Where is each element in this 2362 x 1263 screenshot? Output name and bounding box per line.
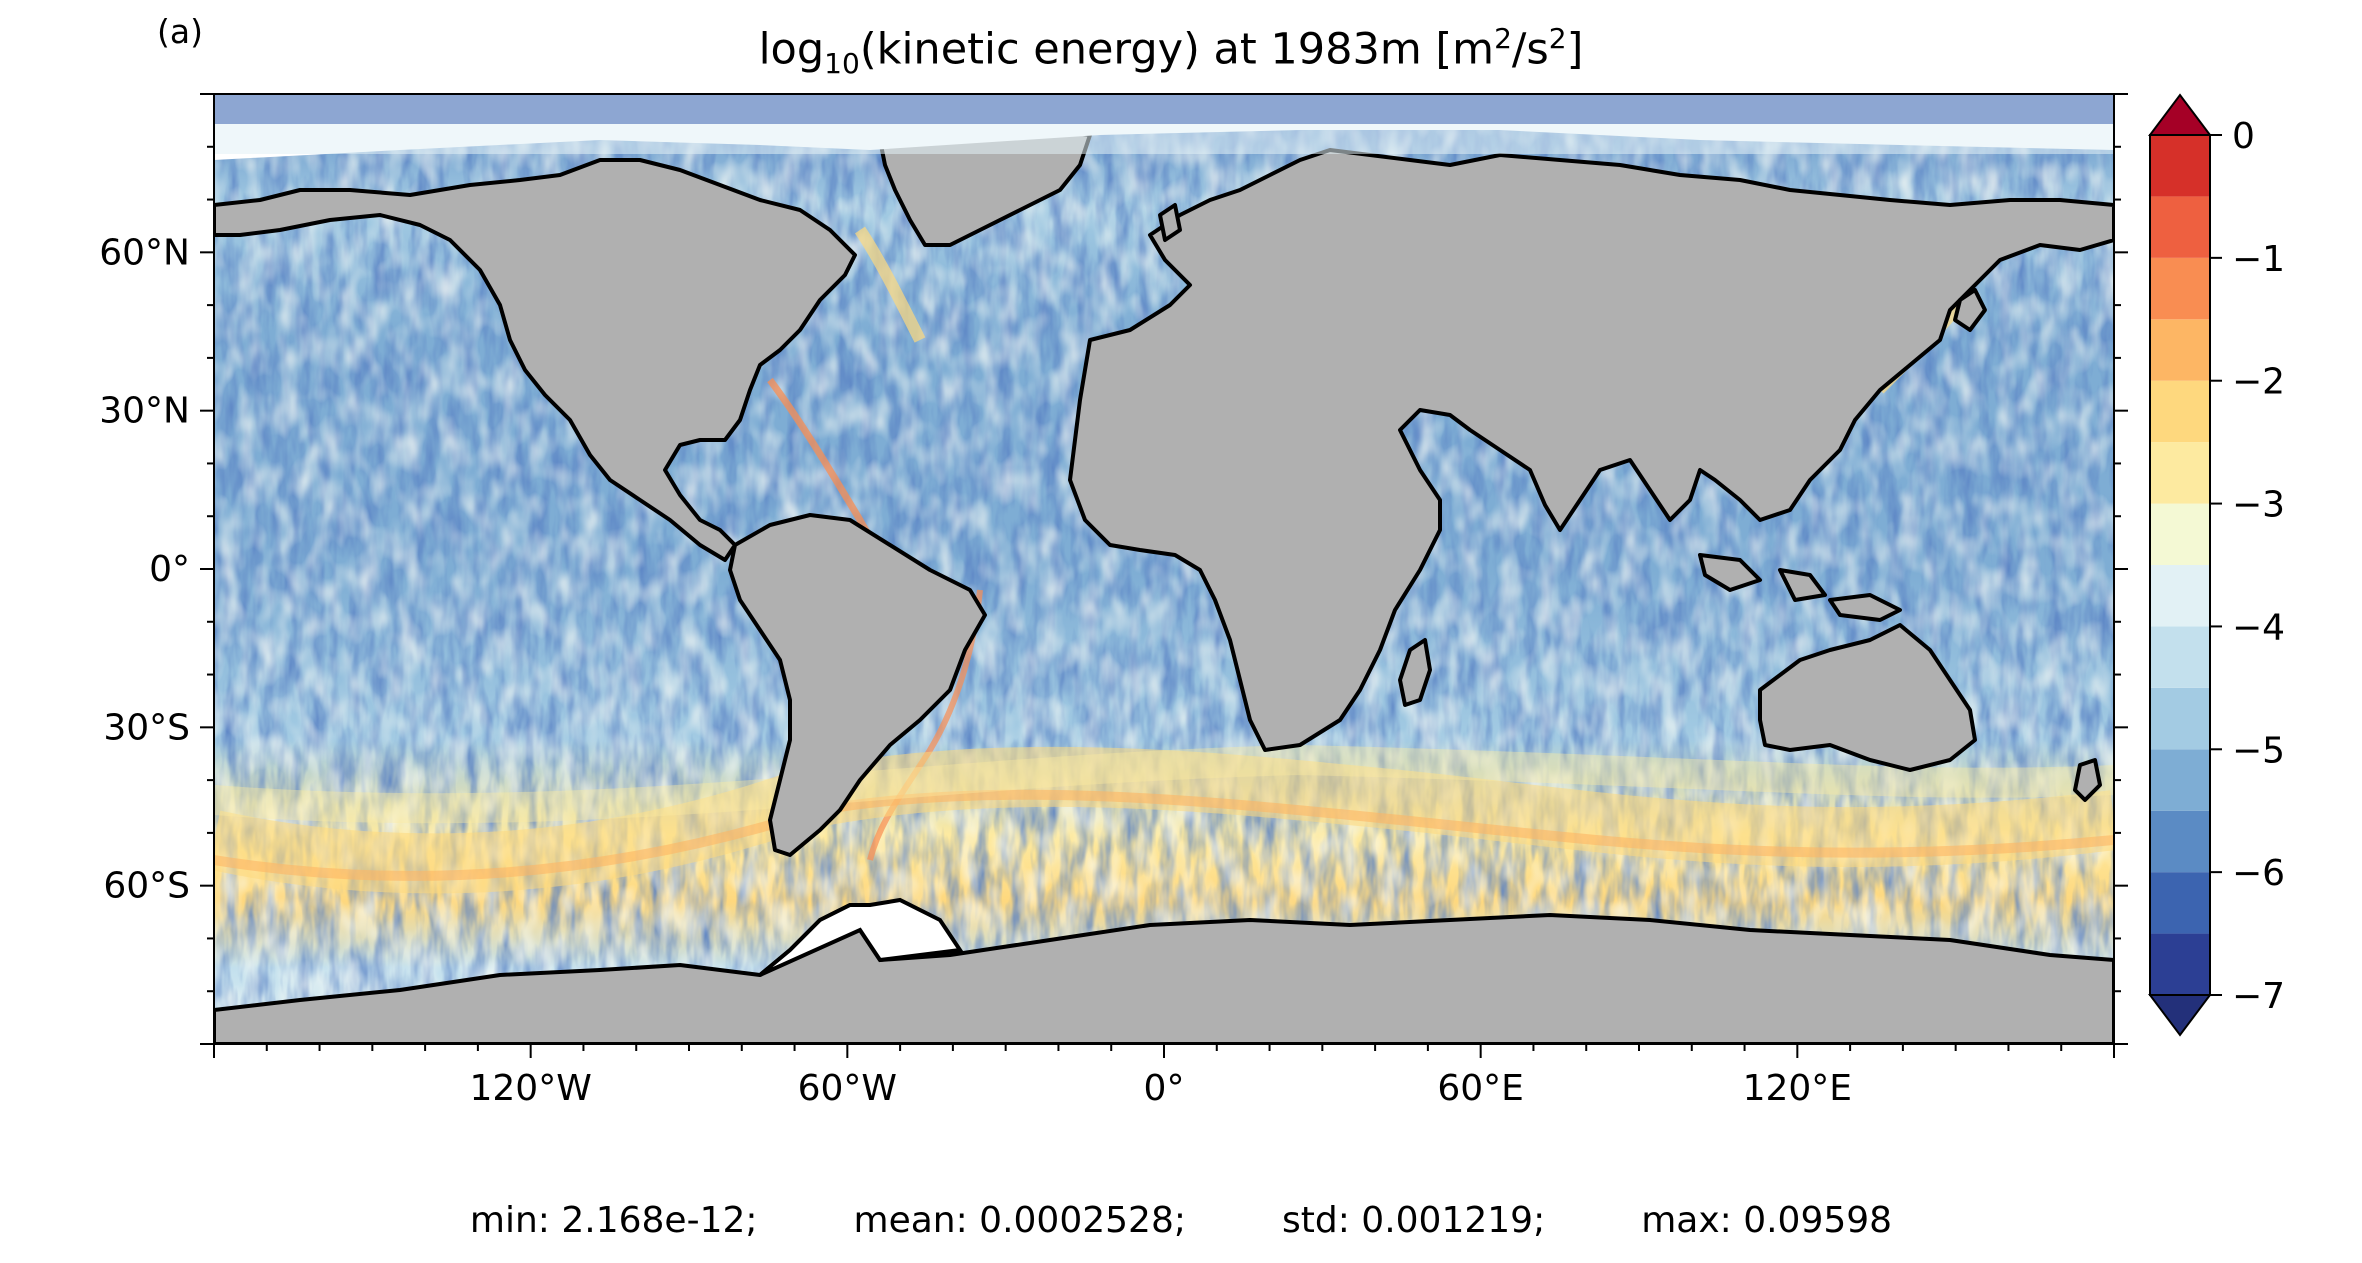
colorbar-bin <box>2150 565 2210 627</box>
longitude-ticks: 120°W 60°W 0° 60°E 120°E <box>213 1044 2115 1109</box>
colorbar-tick-label: −5 <box>2232 730 2285 771</box>
colorbar-bin <box>2150 196 2210 258</box>
madagascar <box>1398 638 1432 707</box>
stat-std: std: 0.001219; <box>1282 1200 1546 1241</box>
colorbar-tick-label: 0 <box>2232 116 2255 157</box>
title-subscript: 10 <box>824 46 860 80</box>
colorbar: 0 −1 −2 −3 −4 −5 −6 −7 <box>2148 93 2285 1037</box>
acc-band <box>214 746 2114 894</box>
acc-north-edge <box>214 744 2114 824</box>
colorbar-bin <box>2150 933 2210 995</box>
colorbar-tick-label: −1 <box>2232 239 2285 280</box>
colorbar-bin <box>2150 503 2210 565</box>
title-superscript-1: 2 <box>1494 22 1512 55</box>
labrador-band <box>855 226 926 343</box>
colorbar-tick-label: −6 <box>2232 853 2285 894</box>
lat-tick-label: 0° <box>149 549 190 590</box>
new-zealand <box>2073 758 2102 802</box>
colorbar-bin <box>2150 687 2210 750</box>
colorbar-tick-label: −3 <box>2232 485 2285 526</box>
africa-eurasia <box>1068 148 2114 752</box>
colorbar-frame <box>2149 134 2211 996</box>
stat-min: min: 2.168e-12; <box>469 1200 758 1241</box>
british-isles <box>1158 203 1182 242</box>
weddell-ice <box>758 897 964 977</box>
map-field <box>214 94 2114 1044</box>
stats-line: min: 2.168e-12; mean: 0.0002528; std: 0.00… <box>0 1200 2362 1241</box>
title-middle: (kinetic energy) at 1983m [m <box>859 24 1495 75</box>
colorbar-bin <box>2150 380 2210 443</box>
panel-label: (a) <box>157 12 203 51</box>
title-suffix: ] <box>1566 24 1584 75</box>
colorbar-bin <box>2150 810 2210 873</box>
lon-tick-label: 120°W <box>470 1068 592 1109</box>
lat-tick-label: 60°S <box>103 866 190 907</box>
lat-tick-label: 30°S <box>103 707 190 748</box>
japan <box>1953 288 1987 332</box>
colorbar-tick-label: −4 <box>2232 607 2285 648</box>
stat-max: max: 0.09598 <box>1641 1200 1893 1241</box>
stat-mean: mean: 0.0002528; <box>853 1200 1186 1241</box>
south-america <box>728 513 987 857</box>
colorbar-bin <box>2150 442 2210 504</box>
arctic-top-band <box>214 94 2114 124</box>
acc-core <box>214 789 2114 881</box>
colorbar-tick-label: −2 <box>2232 362 2285 403</box>
lon-tick-label: 120°E <box>1743 1068 1852 1109</box>
lon-tick-label: 60°E <box>1437 1068 1524 1109</box>
title-middle-2: /s <box>1511 24 1549 75</box>
colorbar-extend-min <box>2148 994 2212 1037</box>
colorbar-extend-max <box>2148 93 2212 136</box>
land-layer <box>214 123 2114 1044</box>
colorbar-bin <box>2150 257 2210 320</box>
lon-tick-label: 60°W <box>798 1068 897 1109</box>
antarctica <box>214 903 2114 1044</box>
colorbar-bin <box>2150 626 2210 688</box>
title-superscript-2: 2 <box>1548 22 1567 55</box>
north-america <box>214 158 857 562</box>
indonesia <box>1698 553 1902 622</box>
colorbar-tick-label: −7 <box>2232 976 2285 1017</box>
colorbar-bin <box>2150 135 2210 197</box>
colorbar-bin <box>2150 872 2210 934</box>
latitude-ticks: 60°N 30°N 0° 30°S 60°S <box>99 93 2128 1045</box>
title-prefix: log <box>758 24 825 75</box>
lon-tick-label: 0° <box>1144 1068 1185 1109</box>
lat-tick-label: 30°N <box>99 391 190 432</box>
australia <box>1758 623 1977 772</box>
lat-tick-label: 60°N <box>99 232 190 273</box>
map-title: log10(kinetic energy) at 1983m [m2/s2] <box>0 22 2362 80</box>
colorbar-bin <box>2150 319 2210 381</box>
colorbar-bin <box>2150 749 2210 811</box>
